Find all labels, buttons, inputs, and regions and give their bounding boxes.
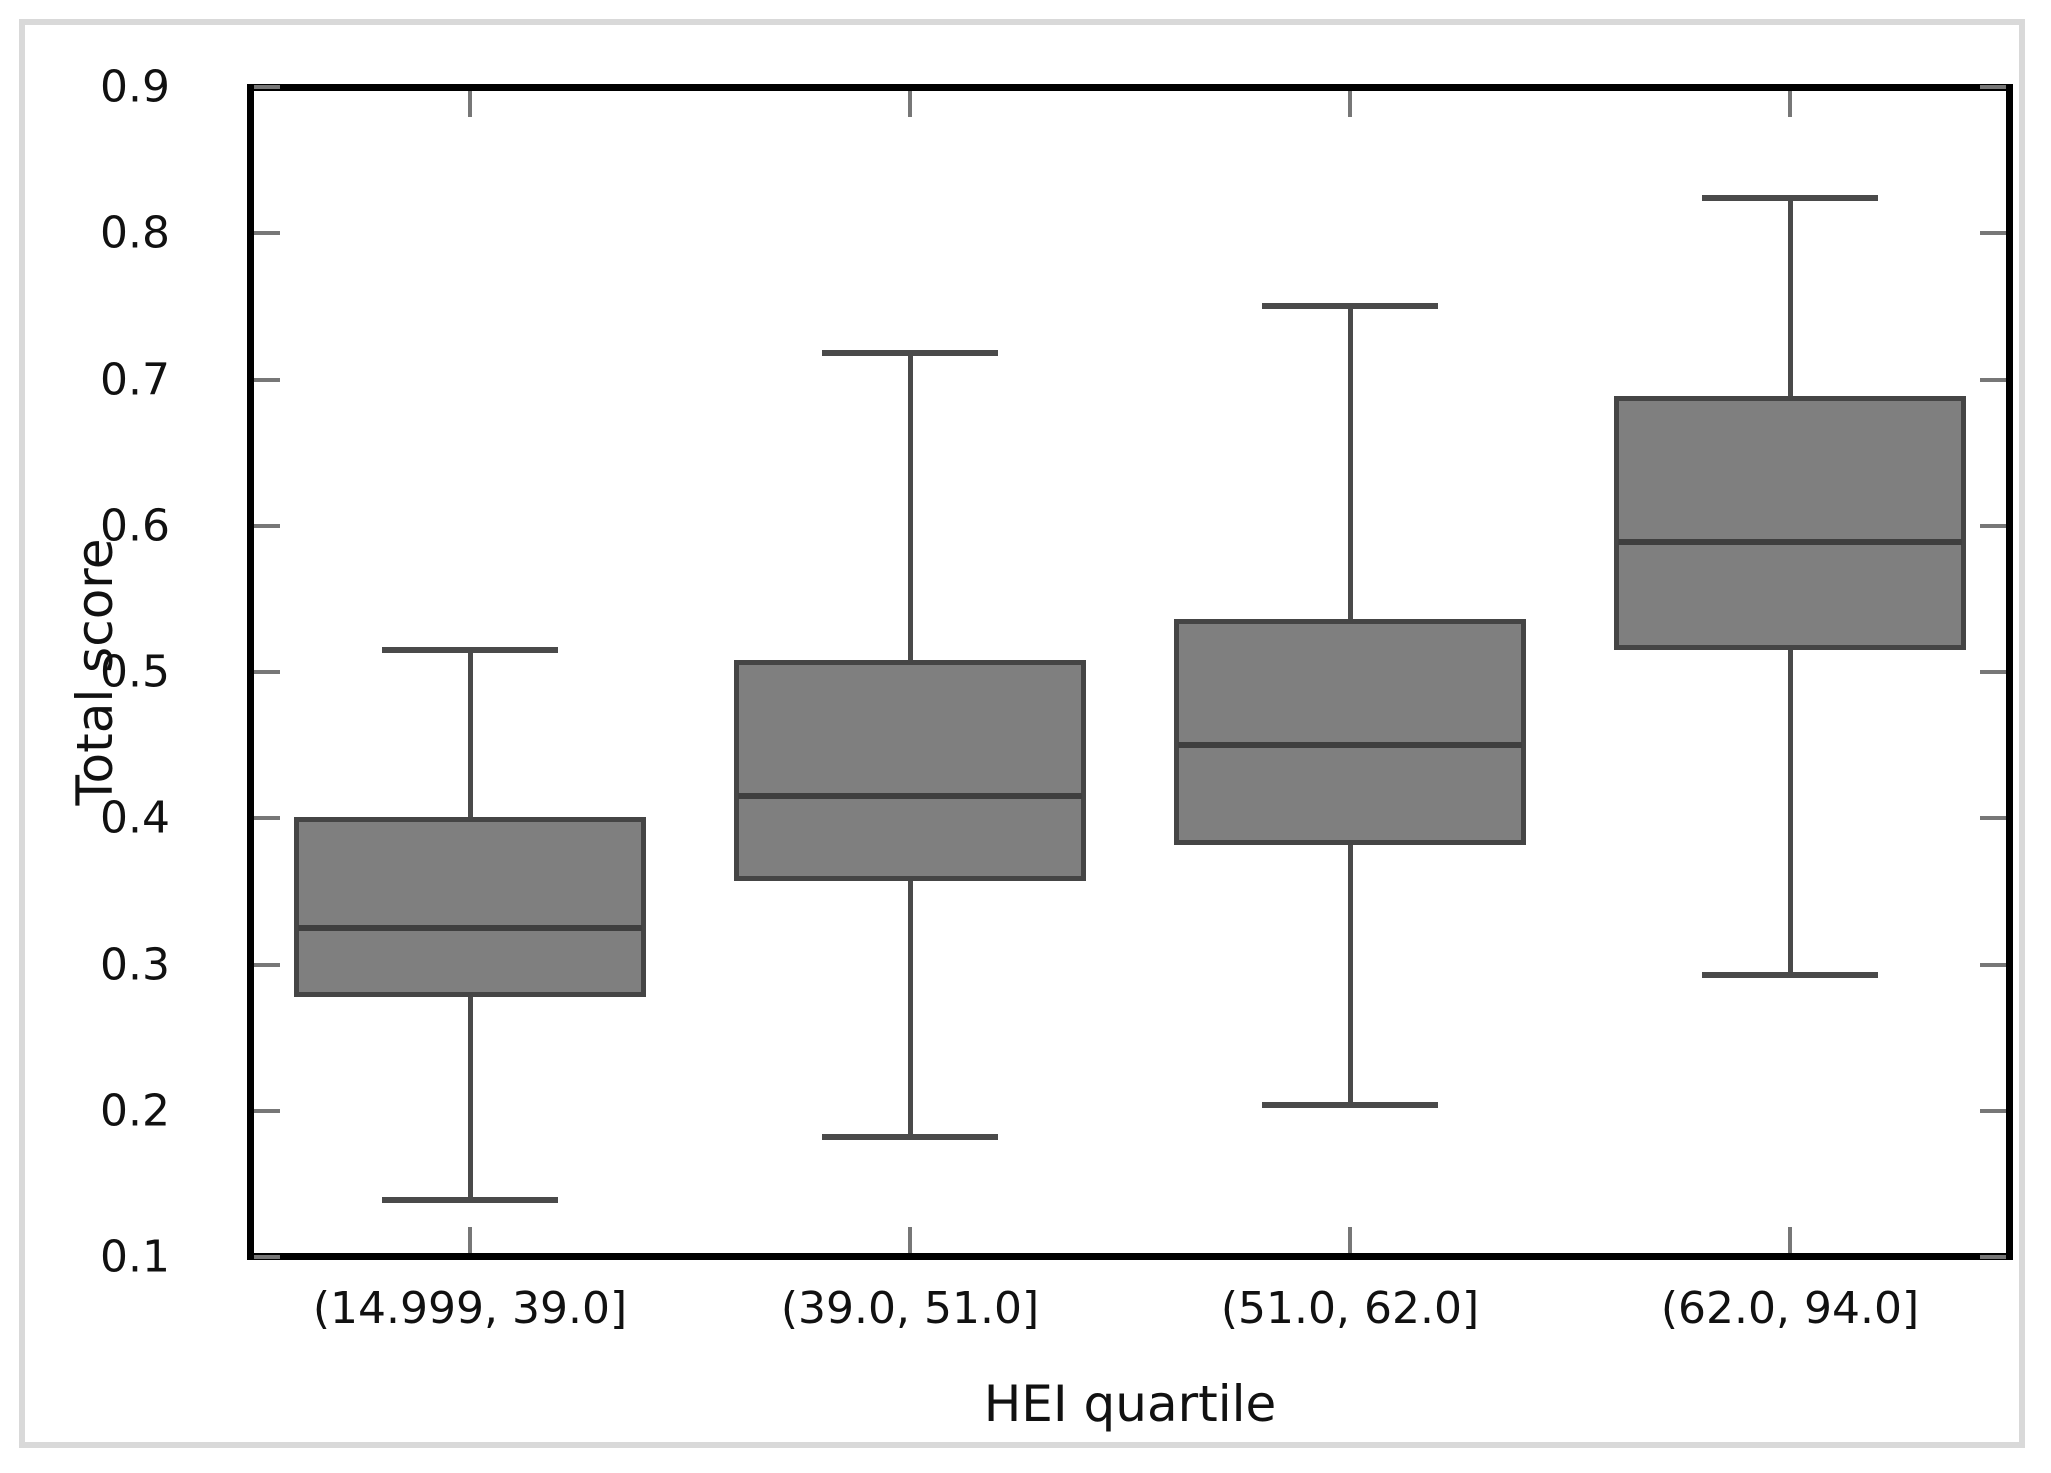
y-tick-label: 0.9 [100, 61, 170, 113]
y-tick-label: 0.8 [100, 207, 170, 259]
y-tick-label: 0.5 [100, 646, 170, 698]
x-tick-mark-top [908, 91, 912, 117]
y-tick-mark-left [254, 85, 280, 89]
y-tick-mark-left [254, 670, 280, 674]
figure-border [19, 19, 2025, 1448]
median-line [298, 924, 642, 931]
x-tick-mark-bottom [468, 1227, 472, 1253]
box-iqr [1174, 619, 1526, 845]
y-tick-label: 0.4 [100, 792, 170, 844]
box-iqr [1614, 395, 1966, 651]
y-tick-label: 0.6 [100, 500, 170, 552]
y-tick-mark-left [254, 816, 280, 821]
x-tick-mark-bottom [1348, 1227, 1352, 1253]
x-tick-mark-top [468, 91, 472, 117]
plot-frame [247, 84, 2013, 1260]
whisker-cap-upper [382, 647, 558, 654]
x-tick-mark-top [1348, 91, 1352, 117]
y-axis-title: Total score [66, 538, 124, 806]
y-tick-mark-right [1980, 377, 2006, 382]
median-line [738, 793, 1082, 800]
box-iqr [734, 660, 1086, 882]
whisker-cap-upper [822, 350, 998, 357]
y-tick-mark-left [254, 962, 280, 967]
y-tick-label: 0.7 [100, 354, 170, 405]
y-tick-mark-right [1980, 85, 2006, 89]
y-tick-mark-right [1980, 816, 2006, 821]
x-tick-label: (51.0, 62.0] [1220, 1283, 1480, 1334]
whisker-cap-lower [1702, 971, 1878, 978]
median-line [1178, 742, 1522, 749]
y-tick-mark-right [1980, 962, 2006, 967]
y-tick-mark-right [1980, 231, 2006, 236]
y-tick-mark-right [1980, 670, 2006, 674]
x-tick-label: (62.0, 94.0] [1660, 1283, 1920, 1334]
y-tick-mark-left [254, 377, 280, 382]
y-tick-label: 0.3 [100, 939, 170, 990]
median-line [1618, 538, 1962, 545]
y-tick-label: 0.2 [100, 1085, 170, 1137]
y-tick-mark-right [1980, 1108, 2006, 1113]
x-tick-mark-top [1788, 91, 1792, 117]
whisker-cap-lower [822, 1134, 998, 1141]
x-axis-title: HEI quartile [983, 1375, 1277, 1433]
y-tick-label: 0.1 [100, 1231, 170, 1283]
x-tick-mark-bottom [908, 1227, 912, 1253]
whisker-cap-upper [1702, 195, 1878, 202]
x-tick-label: (39.0, 51.0] [780, 1283, 1040, 1334]
box-iqr [294, 816, 646, 997]
x-tick-label: (14.999, 39.0] [312, 1283, 628, 1334]
y-tick-mark-left [254, 1108, 280, 1113]
whisker-cap-lower [382, 1196, 558, 1203]
x-tick-mark-bottom [1788, 1227, 1792, 1253]
whisker-cap-lower [1262, 1101, 1438, 1108]
y-tick-mark-left [254, 1255, 280, 1259]
y-tick-mark-left [254, 231, 280, 236]
y-tick-mark-right [1980, 1255, 2006, 1259]
whisker-cap-upper [1262, 303, 1438, 310]
y-tick-mark-left [254, 523, 280, 528]
y-tick-mark-right [1980, 523, 2006, 528]
